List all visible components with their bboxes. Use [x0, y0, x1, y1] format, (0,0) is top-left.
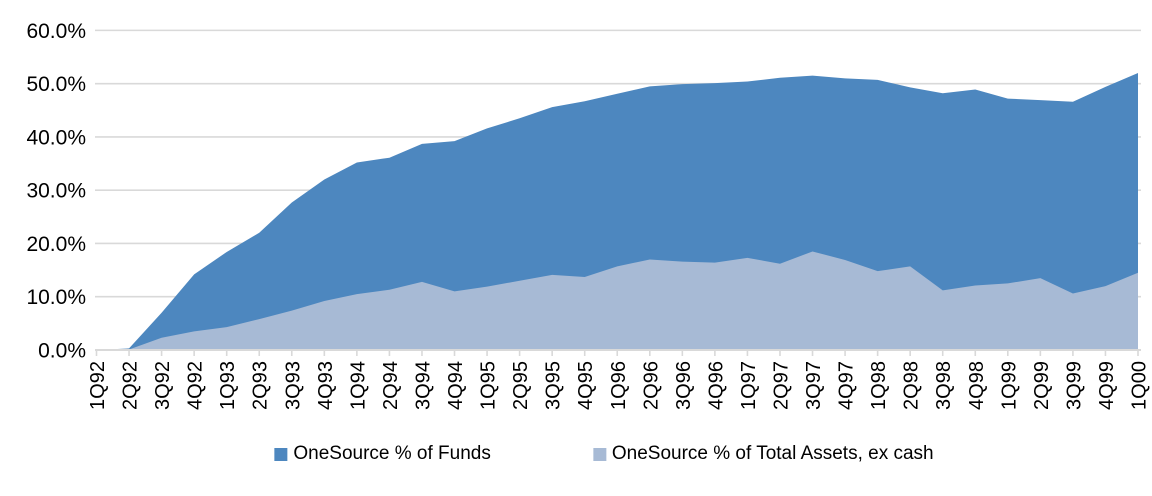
x-tick-label: 3Q93 — [282, 361, 304, 410]
x-tick-label: 1Q96 — [608, 361, 630, 410]
x-tick-label: 2Q97 — [770, 361, 792, 410]
legend: OneSource % of Funds OneSource % of Tota… — [274, 443, 934, 465]
x-tick-label: 2Q95 — [510, 361, 532, 410]
y-tick-label: 60.0% — [26, 20, 86, 43]
x-tick-label: 2Q96 — [640, 361, 662, 410]
y-tick-label: 30.0% — [26, 180, 86, 203]
y-tick-label: 50.0% — [26, 73, 86, 96]
x-tick-label: 1Q98 — [868, 361, 890, 410]
x-tick-label: 1Q00 — [1129, 361, 1151, 410]
chart-plot-area: 0.0% 10.0% 20.0% 30.0% 40.0% 50.0% 60.0% 1Q92 2Q… — [26, 20, 1151, 410]
x-tick-label: 3Q95 — [543, 361, 565, 410]
x-tick-label: 2Q98 — [901, 361, 923, 410]
legend-swatch-total-assets — [592, 447, 606, 461]
x-tick-label: 4Q98 — [966, 361, 988, 410]
x-tick-label: 3Q99 — [1063, 361, 1085, 410]
x-tick-label: 3Q92 — [152, 361, 174, 410]
x-tick-label: 4Q97 — [836, 361, 858, 410]
x-tick-label: 1Q99 — [998, 361, 1020, 410]
x-tick-label: 1Q95 — [478, 361, 500, 410]
x-tick-label: 2Q94 — [380, 361, 402, 410]
x-tick-label: 4Q92 — [185, 361, 207, 410]
legend-item-total-assets: OneSource % of Total Assets, ex cash — [592, 443, 934, 465]
x-tick-label: 1Q97 — [738, 361, 760, 410]
x-tick-label: 2Q92 — [120, 361, 142, 410]
x-tick-label: 3Q94 — [412, 361, 434, 410]
x-tick-label: 3Q98 — [933, 361, 955, 410]
x-tick-label: 4Q99 — [1096, 361, 1118, 410]
x-tick-label: 4Q93 — [315, 361, 337, 410]
x-tick-label: 3Q97 — [803, 361, 825, 410]
y-tick-label: 40.0% — [26, 126, 86, 149]
x-tick-label: 4Q94 — [445, 361, 467, 410]
x-tick-label: 4Q95 — [575, 361, 597, 410]
x-tick-label: 2Q99 — [1031, 361, 1053, 410]
y-tick-label: 0.0% — [38, 340, 86, 363]
x-tick-label: 2Q93 — [250, 361, 272, 410]
legend-label-total-assets: OneSource % of Total Assets, ex cash — [611, 443, 934, 464]
x-tick-label: 4Q96 — [705, 361, 727, 410]
y-tick-label: 20.0% — [26, 233, 86, 256]
x-tick-label: 1Q93 — [217, 361, 239, 410]
legend-swatch-funds — [274, 447, 288, 461]
legend-item-funds: OneSource % of Funds — [274, 443, 491, 465]
area-total-assets — [96, 251, 1138, 350]
x-tick-label: 3Q96 — [673, 361, 695, 410]
legend-label-funds: OneSource % of Funds — [293, 443, 491, 464]
x-tick-label: 1Q94 — [347, 361, 369, 410]
x-tick-label: 1Q92 — [87, 361, 109, 410]
y-tick-label: 10.0% — [26, 286, 86, 309]
